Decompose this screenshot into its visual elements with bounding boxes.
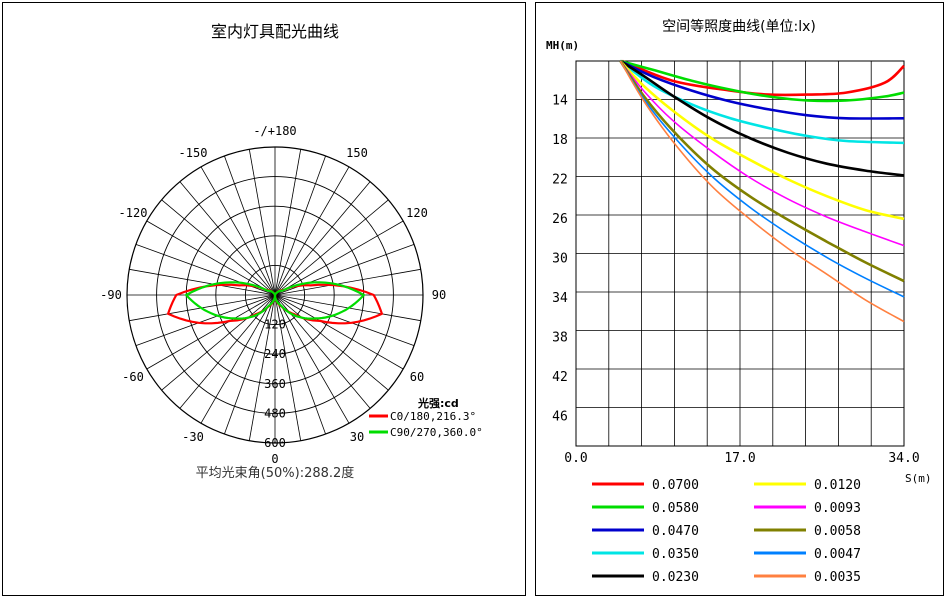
- polar-angle-label: 120: [406, 206, 428, 220]
- polar-radial-label: 480: [264, 406, 286, 420]
- polar-spoke: [274, 149, 302, 296]
- iso-y-tick-label: 22: [552, 172, 568, 187]
- polar-spoke: [274, 268, 421, 296]
- polar-panel-frame: [2, 2, 526, 596]
- polar-radial-label: 600: [264, 436, 286, 450]
- iso-curve-0-0580: [620, 59, 905, 103]
- polar-curve-c90-270: [184, 281, 366, 320]
- polar-spoke: [200, 294, 276, 424]
- polar-spoke: [274, 294, 350, 424]
- iso-x-tick-label: 34.0: [888, 451, 919, 466]
- iso-legend-label: 0.0580: [652, 501, 699, 516]
- polar-radial-label: 120: [264, 318, 286, 332]
- polar-angle-label: 30: [350, 430, 364, 444]
- polar-spoke: [146, 294, 276, 370]
- iso-title: 空间等照度曲线(单位:lx): [662, 18, 816, 35]
- iso-y-tick-label: 14: [552, 93, 568, 108]
- iso-curve-0-0047: [619, 60, 905, 298]
- iso-x-axis-label: S(m): [905, 472, 932, 485]
- iso-legend-label: 0.0470: [652, 524, 699, 539]
- polar-legend-label: C0/180,216.3°: [390, 410, 476, 423]
- polar-spoke: [274, 294, 389, 391]
- polar-angle-label: -90: [100, 288, 122, 302]
- iso-curve-0-0350: [619, 59, 905, 145]
- polar-angle-labels: -/+180 -150 150 -120 120 -90 90 -60 60 -30 30 0: [100, 124, 446, 466]
- polar-radial-label: 360: [264, 377, 286, 391]
- iso-curve-0-0035: [619, 60, 905, 323]
- iso-legend: 0.0700 0.0580 0.0470 0.0350 0.0230 0.0120 0.00…: [592, 478, 861, 585]
- polar-spoke: [200, 166, 276, 296]
- polar-legend-label: C90/270,360.0°: [390, 426, 483, 439]
- polar-radial-labels: 120 240 360 480 600: [264, 318, 286, 450]
- iso-y-tick-label: 38: [552, 330, 568, 345]
- polar-spoke: [179, 181, 276, 296]
- polar-radial-label: 240: [264, 347, 286, 361]
- polar-spoke: [146, 220, 276, 296]
- iso-curve-0-0470: [619, 59, 905, 120]
- iso-curves: [619, 59, 905, 323]
- polar-chart: 室内灯具配光曲线 -/+180-150 150-120 120-90 90-60 60-…: [100, 22, 483, 481]
- iso-ticks: 14 18 22 26 30 34 38 42 46 0.0 17.0 34.0: [552, 93, 919, 466]
- polar-angle-label: 90: [432, 288, 446, 302]
- iso-legend-label: 0.0058: [814, 524, 861, 539]
- polar-angle-label: 0: [271, 452, 278, 466]
- iso-panel-frame: [535, 2, 944, 596]
- polar-footer: 平均光束角(50%):288.2度: [196, 465, 355, 481]
- iso-legend-label: 0.0350: [652, 547, 699, 562]
- polar-spoke: [161, 199, 276, 296]
- polar-angle-label: 60: [410, 370, 424, 384]
- polar-spoke: [274, 199, 389, 296]
- polar-spoke: [274, 166, 350, 296]
- iso-curve-0-0230: [619, 59, 905, 177]
- polar-angle-label: -30: [182, 430, 204, 444]
- polar-spoke: [248, 149, 276, 296]
- polar-angle-label: -/+180: [253, 124, 296, 138]
- iso-curve-0-0093: [619, 60, 905, 247]
- iso-y-tick-label: 34: [552, 291, 568, 306]
- iso-legend-label: 0.0093: [814, 501, 861, 516]
- iso-legend-label: 0.0120: [814, 478, 861, 493]
- iso-curve-0-0700: [621, 59, 905, 97]
- iso-y-axis-label: MH(m): [546, 39, 579, 52]
- polar-spoke: [274, 294, 415, 346]
- polar-legend: C0/180,216.3° C90/270,360.0°: [369, 410, 483, 439]
- polar-spoke: [248, 294, 276, 441]
- iso-y-tick-label: 46: [552, 409, 568, 424]
- polar-grid: [126, 146, 424, 444]
- iso-y-tick-label: 30: [552, 251, 568, 266]
- iso-y-tick-label: 18: [552, 133, 568, 148]
- iso-chart: 空间等照度曲线(单位:lx) MH(m) S(m) 14 18 22 26 30 34 38…: [546, 18, 932, 585]
- iso-legend-label: 0.0047: [814, 547, 861, 562]
- polar-unit-label: 光强:cd: [417, 396, 459, 410]
- polar-angle-label: -60: [122, 370, 144, 384]
- iso-legend-label: 0.0035: [814, 570, 861, 585]
- iso-x-tick-label: 17.0: [724, 451, 755, 466]
- polar-spoke: [274, 294, 404, 370]
- iso-curve-0-0058: [619, 60, 905, 283]
- iso-y-tick-label: 26: [552, 212, 568, 227]
- iso-y-tick-label: 42: [552, 370, 568, 385]
- iso-legend-label: 0.0230: [652, 570, 699, 585]
- polar-spoke: [129, 268, 276, 296]
- polar-spoke: [274, 220, 404, 296]
- polar-spoke: [274, 294, 326, 435]
- iso-x-tick-label: 0.0: [564, 451, 587, 466]
- polar-spoke: [135, 294, 276, 346]
- iso-curve-0-0120: [619, 60, 905, 221]
- polar-spoke: [224, 294, 276, 435]
- polar-spoke: [274, 181, 371, 296]
- polar-spoke: [224, 155, 276, 296]
- polar-spoke: [274, 155, 326, 296]
- polar-angle-label: 150: [346, 146, 368, 160]
- iso-legend-label: 0.0700: [652, 478, 699, 493]
- polar-title: 室内灯具配光曲线: [211, 22, 339, 41]
- polar-curves: [166, 281, 384, 325]
- polar-spoke: [274, 294, 302, 441]
- polar-angle-label: -120: [119, 206, 148, 220]
- polar-spoke: [161, 294, 276, 391]
- polar-angle-label: -150: [179, 146, 208, 160]
